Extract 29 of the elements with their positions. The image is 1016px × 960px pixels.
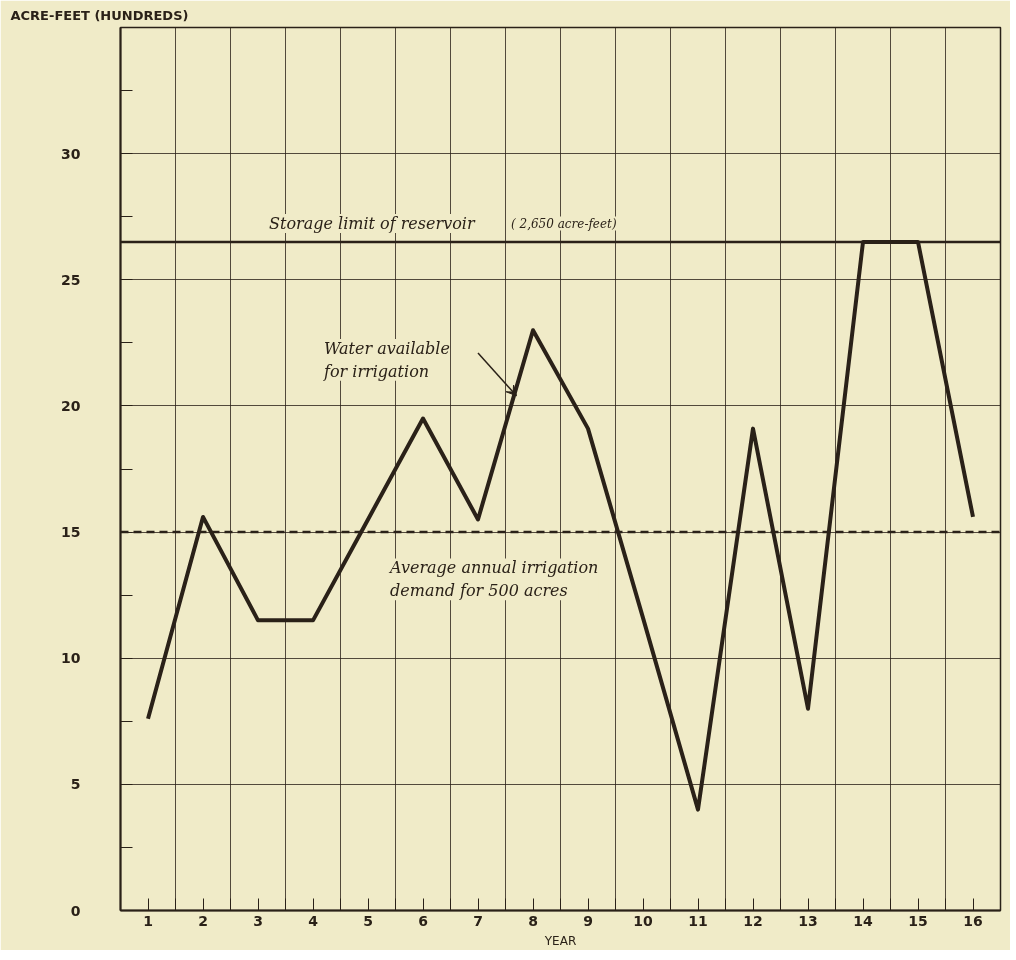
y-tick-label: 20 xyxy=(61,397,81,414)
x-tick-label: 16 xyxy=(963,912,983,929)
x-tick-label: 14 xyxy=(853,912,873,929)
x-tick-label: 12 xyxy=(743,912,763,929)
x-tick-label: 13 xyxy=(798,912,818,929)
y-tick-label: 5 xyxy=(70,776,81,793)
x-tick-label: 3 xyxy=(253,912,263,929)
x-tick-label: 2 xyxy=(198,912,208,929)
x-tick-label: 6 xyxy=(418,912,428,929)
x-tick-label: 11 xyxy=(688,912,708,929)
x-tick-label: 9 xyxy=(583,912,593,929)
x-tick-label: 10 xyxy=(633,912,653,929)
y-tick-label: 0 xyxy=(70,902,81,919)
x-tick-label: 15 xyxy=(908,912,928,929)
x-tick-label: 1 xyxy=(143,912,153,929)
x-axis-title: YEAR xyxy=(543,933,577,948)
y-tick-label: 30 xyxy=(61,145,81,162)
ref-line-label: Average annual irrigation demand for 500 acres xyxy=(388,558,599,601)
x-tick-label: 7 xyxy=(473,912,483,929)
y-tick-label: 25 xyxy=(61,271,81,288)
x-tick-label: 8 xyxy=(528,912,538,929)
x-tick-label: 4 xyxy=(308,912,319,929)
ref-line-label: Storage limit of reservoir xyxy=(269,214,476,234)
annotation: ( 2,650 acre-feet) xyxy=(511,216,617,231)
y-tick-label: 15 xyxy=(61,524,81,541)
y-tick-label: 10 xyxy=(61,650,81,667)
x-tick-label: 5 xyxy=(363,912,373,929)
y-axis-title: ACRE-FEET (HUNDREDS) xyxy=(10,7,189,23)
annotation: Water available for irrigation xyxy=(323,338,450,381)
